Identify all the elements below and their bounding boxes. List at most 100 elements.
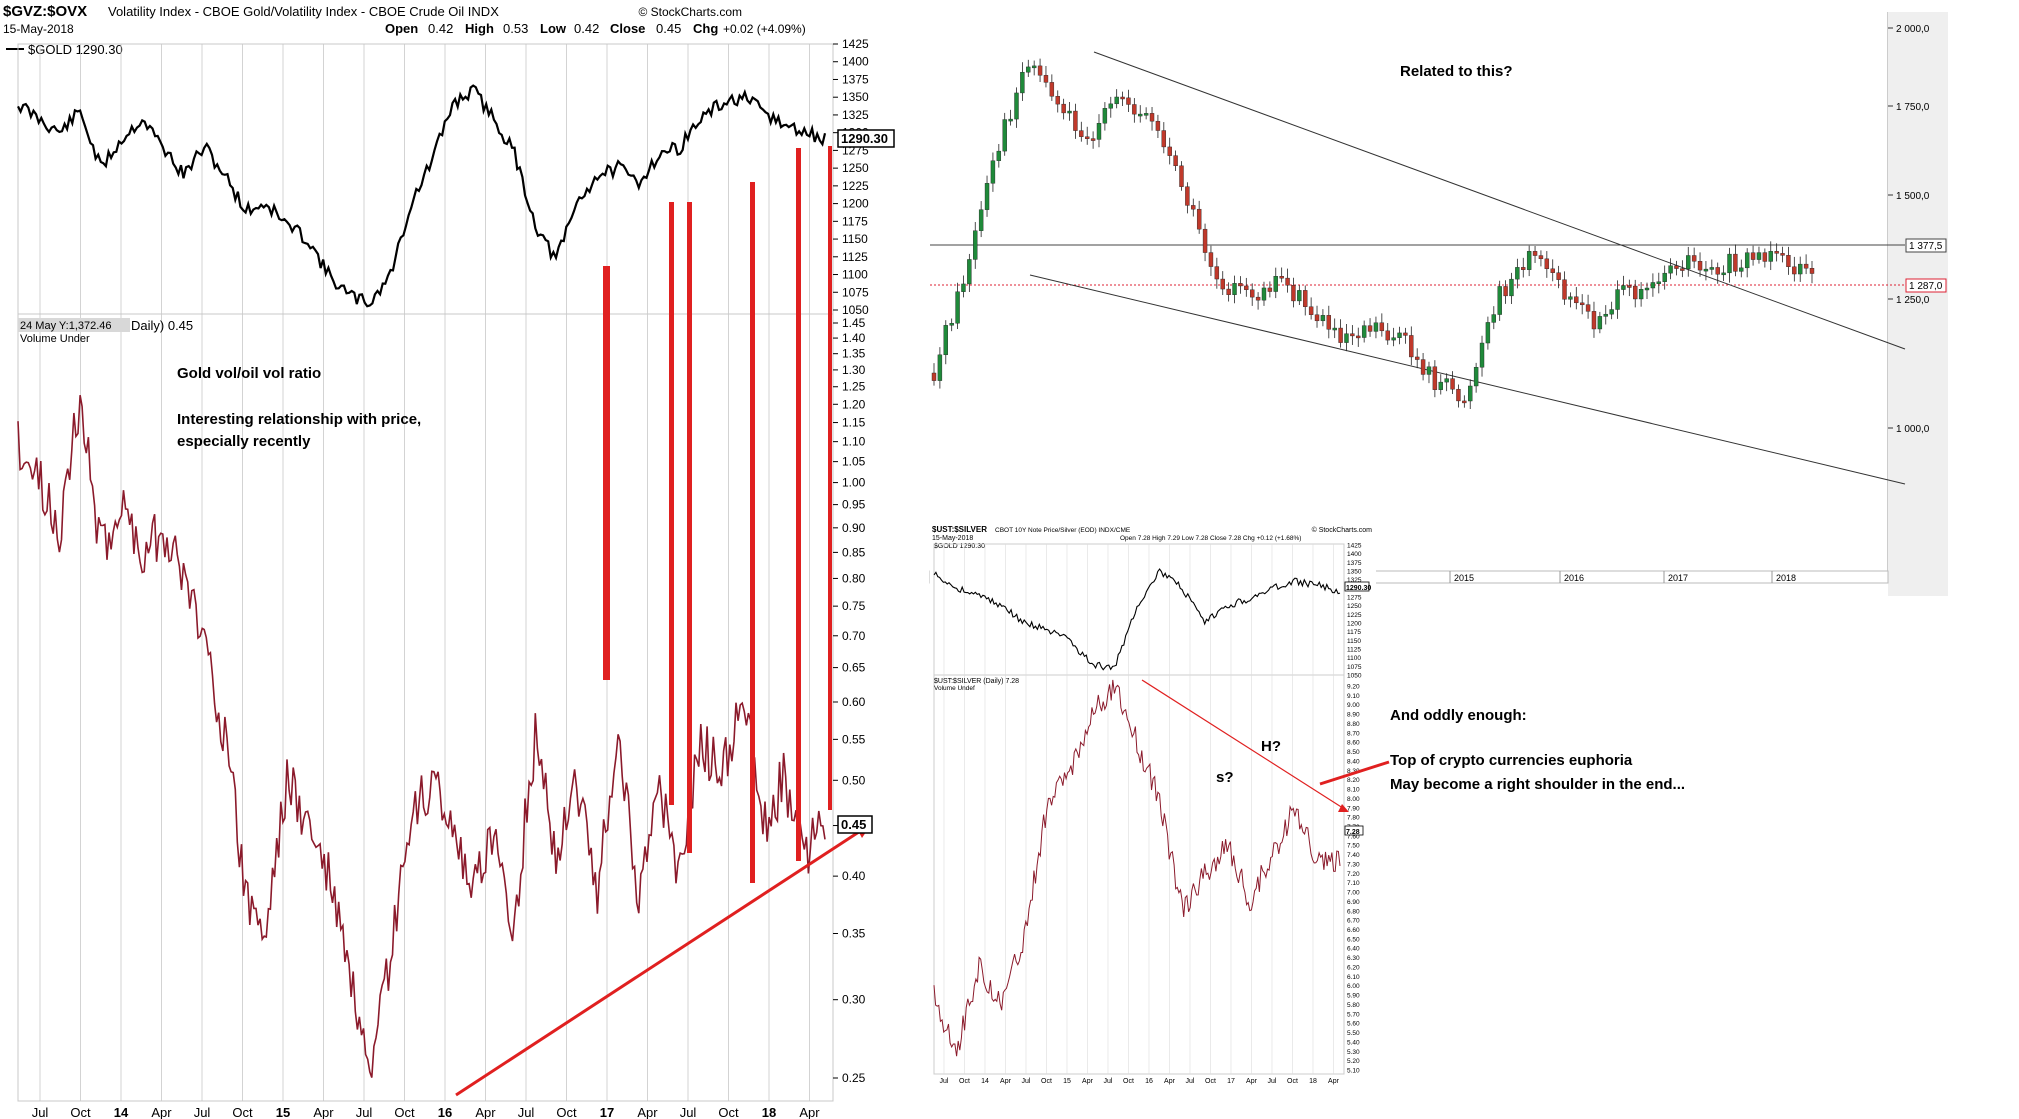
- candle-body: [1361, 325, 1367, 338]
- red-marker-bar: [750, 182, 755, 883]
- candle-body: [978, 209, 984, 231]
- ohlc-close-label: Close: [610, 21, 645, 36]
- candle-body: [1538, 255, 1544, 260]
- small-gold-tick-label: 1325: [1347, 577, 1362, 584]
- small-gold-tick-label: 1075: [1347, 664, 1362, 671]
- candle-body: [1350, 333, 1355, 337]
- small-ratio-tick-label: 7.20: [1347, 871, 1360, 878]
- ratio-axis-label: 0.70: [842, 629, 866, 643]
- candle-body: [1291, 285, 1296, 302]
- label-shoulder: s?: [1216, 769, 1234, 786]
- small-ratio-tick-label: 6.20: [1347, 964, 1360, 971]
- candle-body: [1568, 296, 1573, 300]
- level-2-value: 1 287,0: [1909, 281, 1943, 292]
- candle-body: [1149, 113, 1155, 122]
- small-ratio-tick-label: 5.80: [1347, 1002, 1360, 1009]
- candle-body: [1426, 366, 1432, 375]
- right-y-tick-label: 1 000,0: [1896, 424, 1930, 435]
- candle-body: [1462, 400, 1467, 404]
- candle-body: [973, 230, 978, 260]
- right-x-tick-label: 2015: [1454, 573, 1474, 583]
- small-ratio-tick-label: 8.40: [1347, 758, 1360, 765]
- candle-body: [1550, 268, 1555, 273]
- ohlc-low-label: Low: [540, 21, 567, 36]
- red-marker-bar: [669, 202, 674, 805]
- candle-body: [1662, 272, 1667, 282]
- ratio-axis-ticks: 1.451.40 1.35 1.30 1.25 1.20 1.15 1.10 1.05 1.00…: [833, 316, 866, 1085]
- ratio-volume-label: Volume Under: [20, 333, 90, 345]
- left-x-tick-label: 14: [114, 1105, 129, 1119]
- candle-body: [1750, 252, 1756, 260]
- candle-body: [1308, 306, 1314, 315]
- note-ratio-title: Gold vol/oil vol ratio: [177, 365, 321, 382]
- candle-body: [1509, 278, 1514, 297]
- ratio-axis-label: 1.45: [842, 316, 866, 330]
- candle-body: [1774, 251, 1779, 254]
- small-ratio-tick-label: 5.60: [1347, 1021, 1360, 1028]
- gold-axis-label: 1325: [842, 108, 869, 122]
- ratio-axis-label: 0.80: [842, 571, 866, 585]
- small-ratio-tick-label: 8.10: [1347, 787, 1360, 794]
- small-ratio-tick-label: 5.70: [1347, 1011, 1360, 1018]
- small-ratio-tick-label: 7.00: [1347, 890, 1360, 897]
- note-relationship: Interesting relationship with price,: [177, 411, 421, 428]
- ohlc-low: 0.42: [574, 21, 599, 36]
- small-gold-tick-label: 1400: [1347, 551, 1362, 558]
- candle-body: [1226, 288, 1231, 295]
- candle-body: [1373, 322, 1379, 332]
- candle-body: [1202, 228, 1208, 253]
- red-marker-bar: [828, 146, 832, 810]
- candle-body: [967, 259, 972, 285]
- small-gold-last: 1290.30: [1346, 585, 1371, 592]
- candle-body: [1261, 287, 1267, 301]
- small-ratio-last: 7.28: [1346, 829, 1360, 836]
- small-ratio-tick-label: 7.50: [1347, 843, 1360, 850]
- candle-body: [1255, 296, 1261, 301]
- small-trend-arrowhead: [1338, 804, 1349, 812]
- candle-body: [1544, 258, 1550, 270]
- candle-body: [1485, 322, 1491, 344]
- small-x-tick-label: 18: [1309, 1078, 1317, 1085]
- left-x-tick-label: Jul: [680, 1105, 697, 1119]
- small-description: CBOT 10Y Note Price/Silver (EOD) INDX/CM…: [995, 527, 1131, 534]
- right-chart: 2 000,0 1 750,0 1 500,0 1 250,0 1 000,0 2015…: [929, 12, 1948, 596]
- small-ratio-tick-label: 5.20: [1347, 1058, 1360, 1065]
- small-gold-tick-label: 1175: [1347, 629, 1361, 636]
- red-marker-bar: [687, 202, 692, 853]
- candle-body: [1356, 335, 1361, 339]
- small-gold-tick-label: 1225: [1347, 612, 1362, 619]
- small-chart-bg: [930, 522, 1376, 1087]
- candle-body: [1079, 130, 1084, 137]
- candle-body: [1803, 263, 1809, 269]
- left-x-tick-label: Apr: [313, 1105, 334, 1119]
- small-ratio-tick-label: 8.20: [1347, 777, 1360, 784]
- small-gold-tick-label: 1275: [1347, 595, 1362, 602]
- small-date: 15-May-2018: [932, 535, 973, 542]
- vol-ratio-line: [17, 395, 826, 1078]
- candle-body: [1391, 337, 1396, 341]
- candle-body: [1798, 263, 1803, 275]
- candle-body: [1244, 285, 1249, 290]
- candle-body: [1185, 186, 1190, 206]
- small-x-tick-label: Jul: [940, 1078, 949, 1085]
- small-gold-tick-label: 1425: [1347, 543, 1362, 550]
- candle-body: [1786, 255, 1791, 268]
- candle-body: [1727, 253, 1732, 274]
- candle-body: [1473, 367, 1479, 387]
- candle-body: [1733, 253, 1738, 272]
- candle-body: [1515, 267, 1520, 280]
- level-1-value: 1 377,5: [1909, 241, 1943, 252]
- candle-body: [1650, 282, 1656, 289]
- candle-body: [1191, 205, 1196, 210]
- candle-body: [1085, 136, 1090, 139]
- candle-body: [1432, 366, 1438, 390]
- candle-body: [1067, 110, 1072, 114]
- ratio-axis-label: 0.95: [842, 498, 866, 512]
- left-x-tick-label: Oct: [718, 1105, 739, 1119]
- ratio-axis-label: 0.65: [842, 661, 866, 675]
- candle-body: [1703, 268, 1709, 272]
- ratio-axis-label: 1.30: [842, 363, 866, 377]
- candle-body: [1450, 378, 1455, 390]
- ohlc-open: 0.42: [428, 21, 453, 36]
- gold-last-tag: [837, 129, 895, 148]
